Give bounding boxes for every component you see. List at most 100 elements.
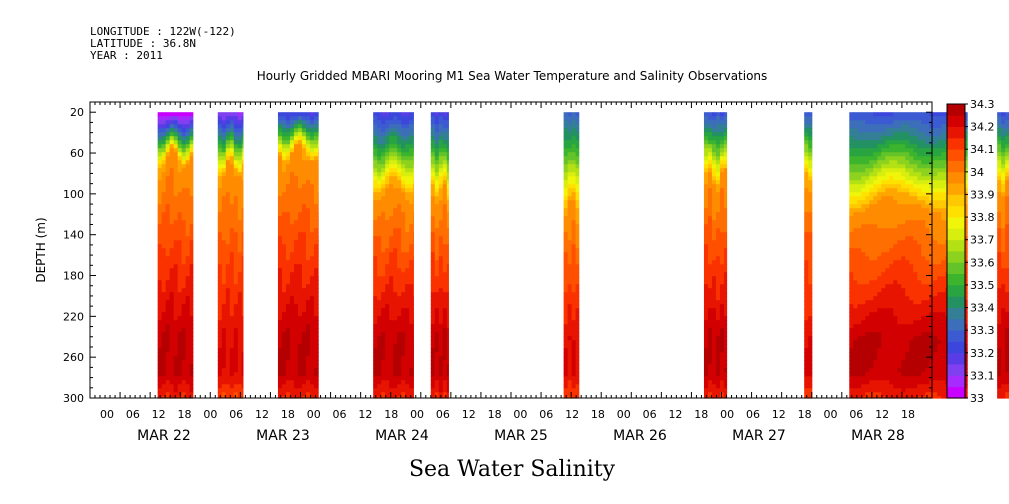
salinity-cell — [277, 252, 283, 257]
salinity-cell — [293, 152, 299, 157]
salinity-block-3 — [277, 112, 319, 399]
salinity-cell — [289, 368, 295, 373]
salinity-cell — [221, 392, 227, 397]
salinity-cell — [575, 224, 580, 229]
salinity-cell — [405, 200, 410, 205]
salinity-cell — [865, 300, 870, 305]
salinity-cell — [177, 332, 183, 337]
salinity-cell — [853, 176, 858, 181]
salinity-cell — [719, 128, 725, 133]
salinity-cell — [393, 352, 398, 357]
salinity-cell — [575, 252, 580, 257]
salinity-cell — [571, 184, 577, 189]
salinity-cell — [853, 360, 858, 365]
salinity-cell — [865, 304, 870, 309]
salinity-cell — [405, 304, 410, 309]
salinity-cell — [901, 136, 906, 141]
salinity-cell — [703, 284, 709, 289]
salinity-cell — [233, 296, 239, 301]
salinity-cell — [442, 216, 448, 221]
salinity-cell — [293, 356, 299, 361]
salinity-cell — [313, 276, 319, 281]
salinity-cell — [401, 140, 406, 145]
salinity-cell — [719, 384, 725, 389]
salinity-cell — [161, 348, 167, 353]
salinity-cell — [165, 372, 171, 377]
salinity-cell — [225, 116, 231, 121]
salinity-cell — [873, 144, 878, 149]
salinity-cell — [185, 268, 191, 273]
salinity-cell — [313, 224, 319, 229]
salinity-cell — [719, 376, 725, 381]
salinity-cell — [161, 224, 167, 229]
salinity-cell — [293, 256, 299, 261]
salinity-cell — [897, 184, 902, 189]
salinity-cell — [165, 324, 171, 329]
salinity-cell — [873, 152, 878, 157]
salinity-cell — [442, 120, 448, 125]
salinity-cell — [808, 180, 813, 185]
salinity-cell — [177, 316, 183, 321]
salinity-cell — [719, 284, 725, 289]
salinity-cell — [313, 336, 319, 341]
salinity-cell — [237, 148, 243, 153]
salinity-cell — [567, 292, 573, 297]
salinity-cell — [177, 384, 183, 389]
salinity-cell — [189, 276, 194, 281]
salinity-cell — [853, 300, 858, 305]
salinity-cell — [293, 304, 299, 309]
salinity-cell — [241, 260, 244, 265]
salinity-cell — [885, 196, 890, 201]
salinity-cell — [177, 340, 183, 345]
salinity-cell — [165, 228, 171, 233]
salinity-cell — [861, 348, 866, 353]
salinity-cell — [804, 140, 809, 145]
salinity-cell — [861, 376, 866, 381]
salinity-cell — [873, 132, 878, 137]
salinity-cell — [575, 180, 580, 185]
salinity-cell — [221, 116, 227, 121]
salinity-cell — [563, 228, 569, 233]
salinity-cell — [575, 192, 580, 197]
salinity-cell — [185, 204, 191, 209]
salinity-cell — [707, 164, 713, 169]
salinity-cell — [869, 292, 874, 297]
salinity-cell — [165, 132, 171, 137]
salinity-cell — [293, 332, 299, 337]
salinity-cell — [409, 352, 414, 357]
salinity-cell — [703, 152, 709, 157]
salinity-cell — [563, 240, 569, 245]
salinity-cell — [217, 188, 223, 193]
salinity-cell — [707, 212, 713, 217]
salinity-cell — [711, 308, 717, 313]
salinity-cell — [401, 344, 406, 349]
salinity-cell — [225, 244, 231, 249]
salinity-cell — [575, 216, 580, 221]
salinity-cell — [221, 368, 227, 373]
salinity-cell — [893, 272, 898, 277]
salinity-cell — [185, 308, 191, 313]
salinity-cell — [804, 348, 809, 353]
salinity-cell — [885, 352, 890, 357]
salinity-cell — [305, 236, 311, 241]
salinity-cell — [237, 344, 243, 349]
salinity-cell — [885, 208, 890, 213]
salinity-cell — [571, 232, 577, 237]
salinity-cell — [446, 348, 449, 353]
salinity-cell — [281, 128, 287, 133]
salinity-cell — [434, 284, 440, 289]
salinity-cell — [413, 336, 414, 341]
salinity-cell — [703, 144, 709, 149]
salinity-cell — [297, 304, 303, 309]
salinity-cell — [711, 292, 717, 297]
salinity-cell — [189, 224, 194, 229]
salinity-cell — [165, 252, 171, 257]
salinity-cell — [377, 308, 382, 313]
salinity-cell — [277, 328, 283, 333]
salinity-cell — [901, 280, 906, 285]
salinity-cell — [889, 120, 894, 125]
salinity-cell — [571, 280, 577, 285]
salinity-cell — [563, 280, 569, 285]
salinity-cell — [869, 196, 874, 201]
salinity-cell — [389, 112, 394, 117]
